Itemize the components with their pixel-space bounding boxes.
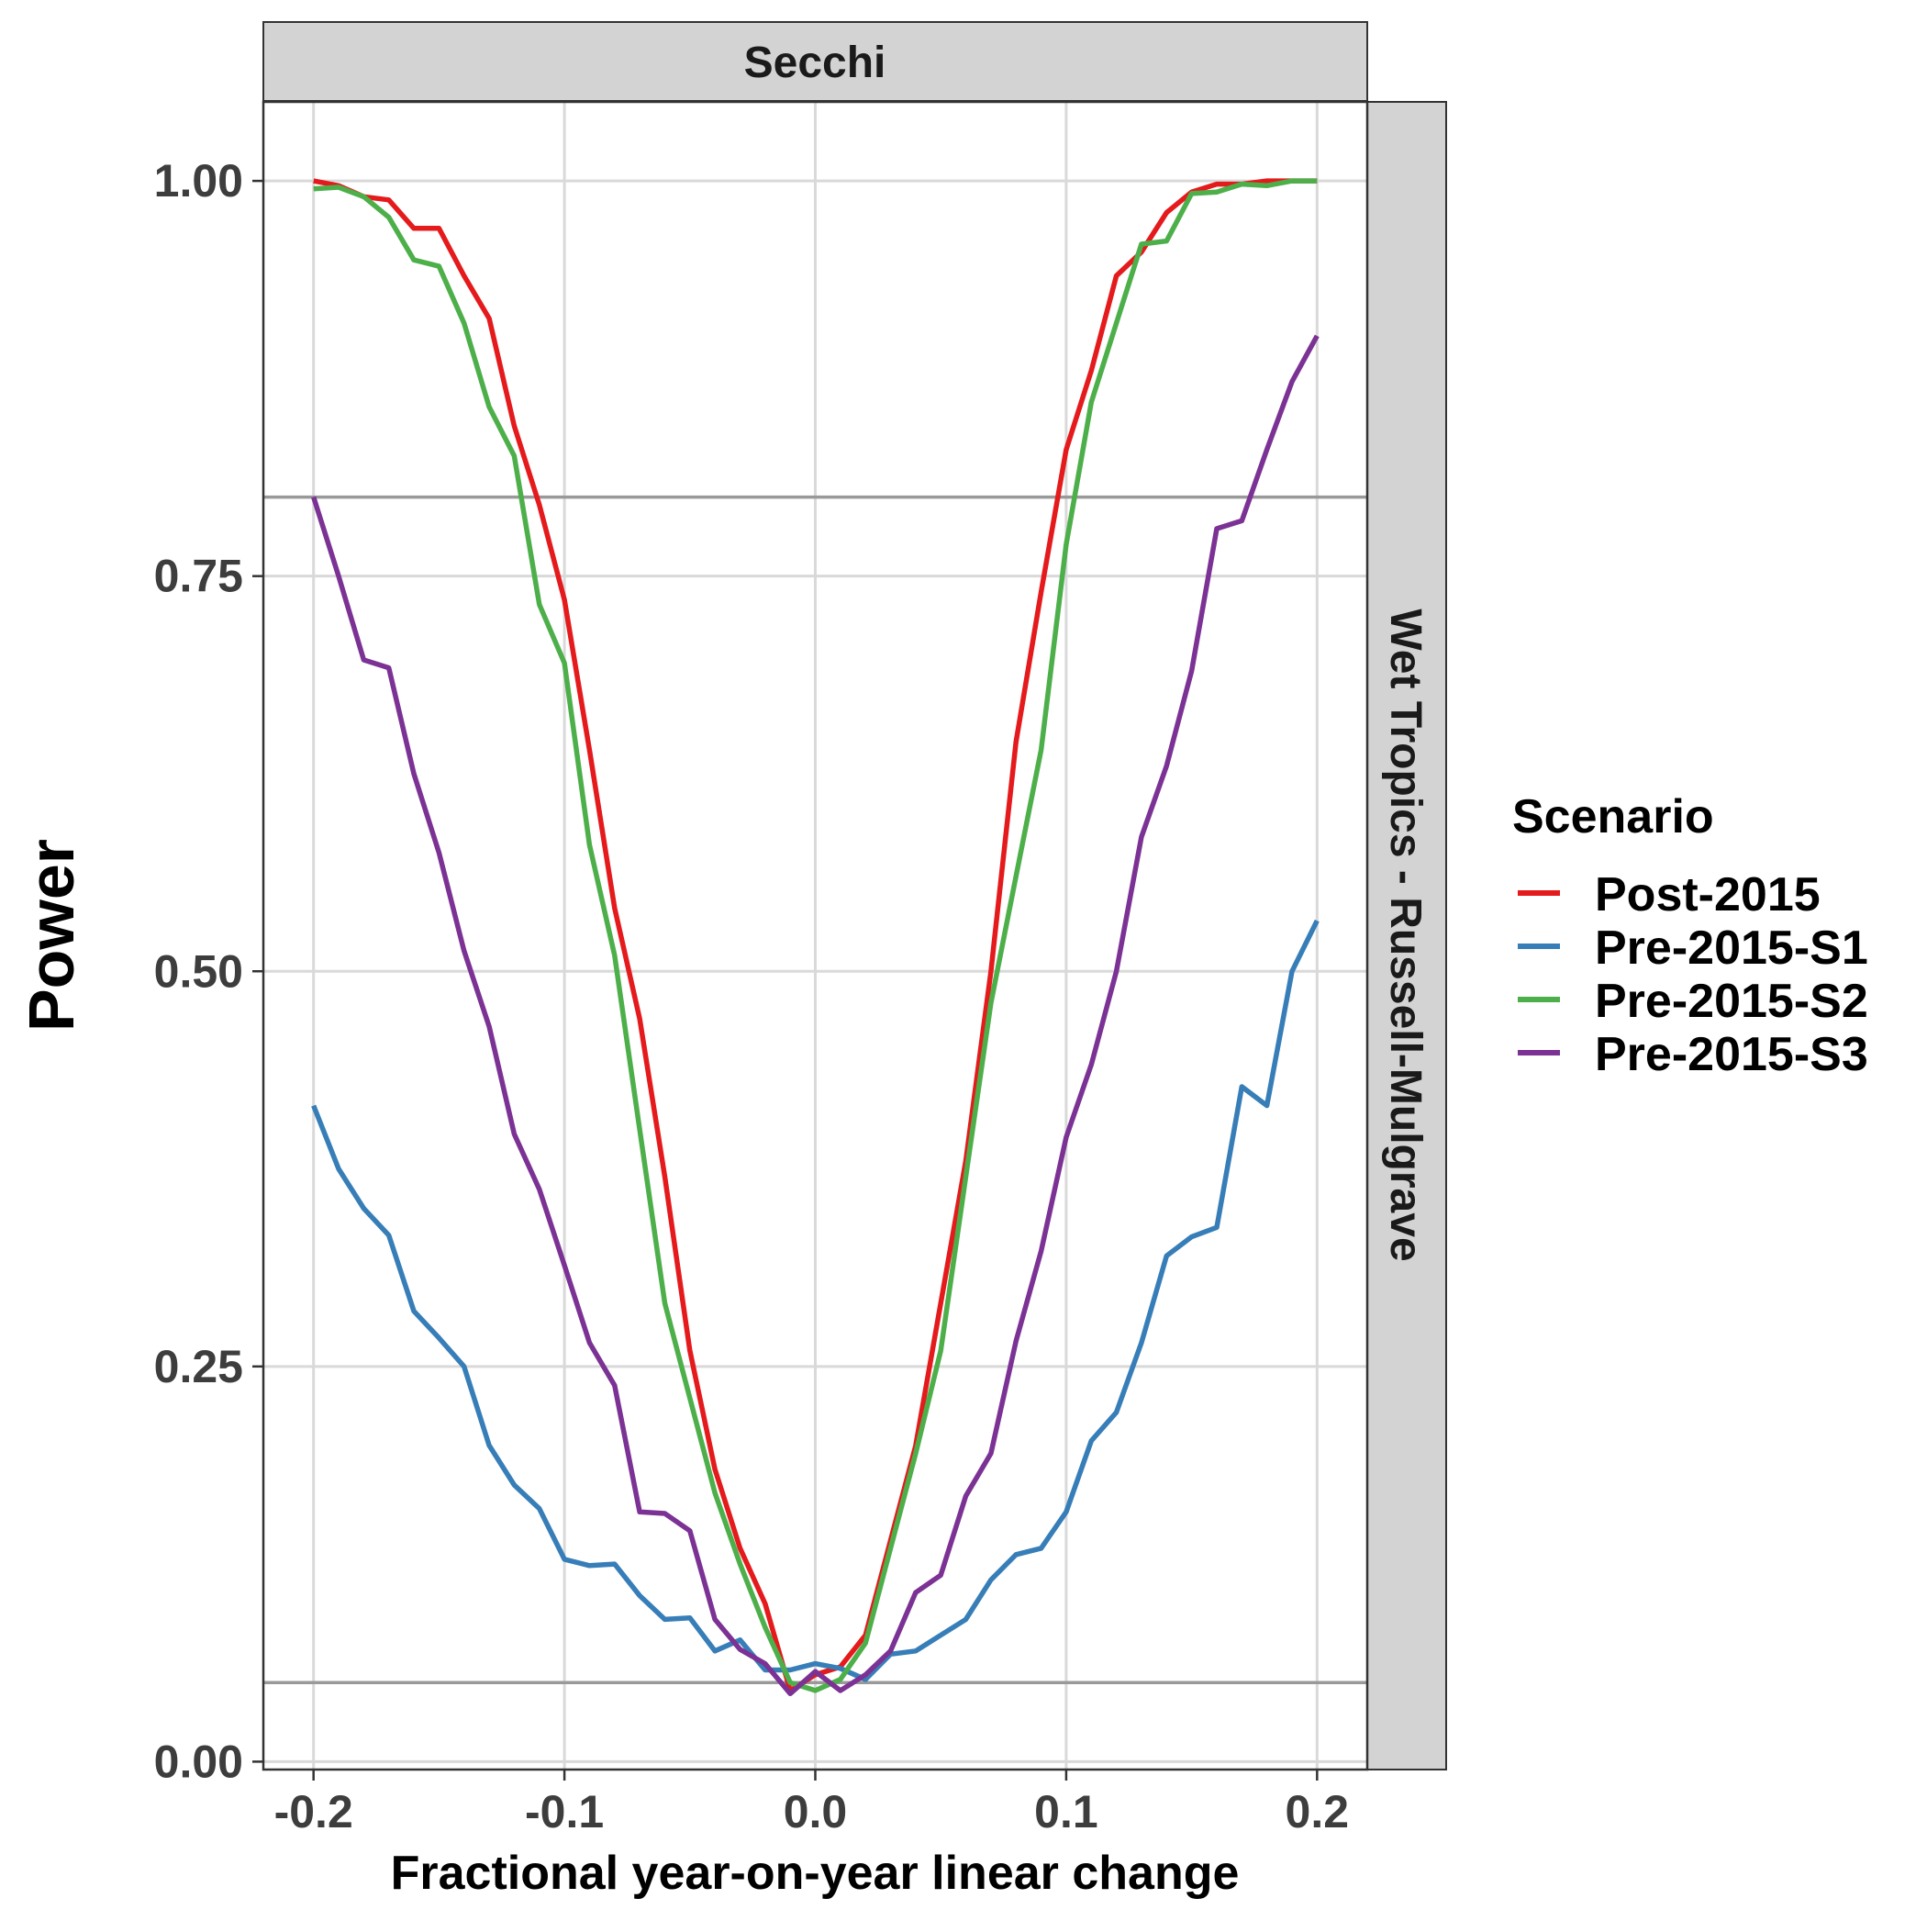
y-tick-label-1: 0.25 [154, 1341, 243, 1392]
x-axis-title: Fractional year-on-year linear change [391, 1847, 1240, 1900]
y-tick-label-0: 0.00 [154, 1736, 243, 1787]
series-line-pre-2015-s1 [311, 919, 1320, 1682]
y-tick-label-4: 1.00 [154, 155, 243, 207]
x-tick-label-2: 0.0 [784, 1786, 848, 1837]
reference-lines [263, 495, 1367, 1685]
x-tick-label-0: -0.2 [274, 1786, 353, 1837]
x-tick-label-1: -0.1 [525, 1786, 604, 1837]
y-tick-label-3: 0.75 [154, 551, 243, 602]
facet-strip-right-label: Wet Tropics - Russell-Mulgrave [1381, 609, 1430, 1261]
legend-label-pre-2015-s1: Pre-2015-S1 [1595, 921, 1868, 975]
legend-label-post-2015: Post-2015 [1595, 868, 1821, 921]
series-line-pre-2015-s2 [313, 178, 1318, 1693]
y-axis: 0.00 0.25 0.50 0.75 1.00 [154, 155, 263, 1787]
facet-strip-right [1366, 101, 1447, 1770]
series-line-pre-2015-s3 [311, 334, 1320, 1697]
y-tick-label-2: 0.50 [154, 945, 243, 997]
facet-strip-top [262, 21, 1368, 102]
y-axis-title: Power [16, 839, 87, 1032]
x-tick-label-4: 0.2 [1286, 1786, 1350, 1837]
x-axis: -0.2 -0.1 0.0 0.1 0.2 [274, 1770, 1349, 1837]
legend: Scenario Post-2015Pre-2015-S1Pre-2015-S2… [1512, 790, 1868, 1081]
legend-title: Scenario [1512, 790, 1714, 843]
facet-strip-top-label: Secchi [744, 39, 886, 87]
gridlines [263, 102, 1367, 1770]
legend-items: Post-2015Pre-2015-S1Pre-2015-S2Pre-2015-… [1518, 868, 1868, 1081]
x-tick-label-3: 0.1 [1034, 1786, 1098, 1837]
plot-panel [262, 100, 1369, 1771]
legend-label-pre-2015-s2: Pre-2015-S2 [1595, 975, 1868, 1028]
series-lines [311, 178, 1320, 1697]
legend-label-pre-2015-s3: Pre-2015-S3 [1595, 1028, 1868, 1081]
